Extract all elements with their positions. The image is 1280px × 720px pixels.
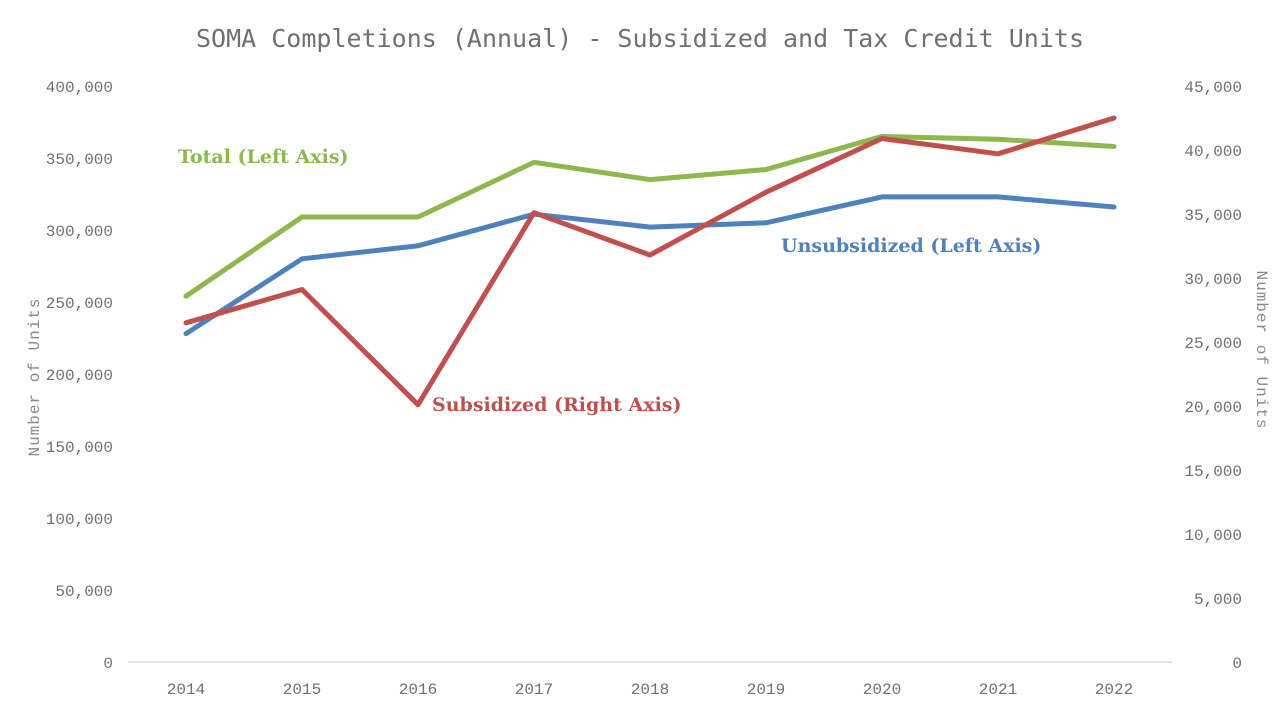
x-tick-label: 2014	[167, 681, 205, 699]
right-y-tick-label: 25,000	[1184, 335, 1242, 353]
left-y-tick-label: 400,000	[46, 79, 113, 97]
right-y-axis: 0 5,000 10,000 15,000 20,000 25,000 30,000 35,0…	[1184, 79, 1242, 673]
right-y-tick-label: 0	[1232, 655, 1242, 673]
x-tick-label: 2020	[863, 681, 901, 699]
left-y-axis: 0 50,000 100,000 150,000 200,000 250,000 300,0…	[46, 79, 113, 673]
right-y-tick-label: 40,000	[1184, 143, 1242, 161]
x-tick-label: 2017	[515, 681, 553, 699]
left-y-tick-label: 100,000	[46, 511, 113, 529]
x-tick-label: 2021	[979, 681, 1017, 699]
left-y-tick-label: 150,000	[46, 439, 113, 457]
right-y-tick-label: 45,000	[1184, 79, 1242, 97]
series-line-subsidized	[183, 115, 1117, 408]
right-y-tick-label: 20,000	[1184, 399, 1242, 417]
chart-title: SOMA Completions (Annual) - Subsidized a…	[196, 24, 1084, 53]
x-tick-label: 2022	[1095, 681, 1133, 699]
series-label-unsubsidized: Unsubsidized (Left Axis)	[781, 235, 1041, 257]
left-y-axis-title: Number of Units	[26, 297, 44, 456]
right-y-tick-label: 10,000	[1184, 527, 1242, 545]
left-y-tick-label: 300,000	[46, 223, 113, 241]
right-y-tick-label: 15,000	[1184, 463, 1242, 481]
series-label-subsidized: Subsidized (Right Axis)	[432, 394, 681, 416]
x-tick-label: 2015	[283, 681, 321, 699]
series-line-unsubsidized	[183, 194, 1117, 337]
right-y-tick-label: 30,000	[1184, 271, 1242, 289]
left-y-tick-label: 50,000	[55, 583, 113, 601]
left-y-tick-label: 200,000	[46, 367, 113, 385]
series-label-total: Total (Left Axis)	[178, 146, 349, 168]
left-y-tick-label: 250,000	[46, 295, 113, 313]
left-y-tick-label: 0	[103, 655, 113, 673]
x-tick-label: 2019	[747, 681, 785, 699]
right-y-tick-label: 35,000	[1184, 207, 1242, 225]
x-tick-label: 2018	[631, 681, 669, 699]
right-y-axis-title: Number of Units	[1252, 270, 1270, 429]
right-y-tick-label: 5,000	[1194, 591, 1242, 609]
x-axis: 2014 2015 2016 2017 2018 2019 2020 2021 2022	[167, 681, 1133, 699]
left-y-tick-label: 350,000	[46, 151, 113, 169]
x-tick-label: 2016	[399, 681, 437, 699]
series-line-total	[183, 133, 1117, 299]
series-lines	[183, 115, 1117, 408]
